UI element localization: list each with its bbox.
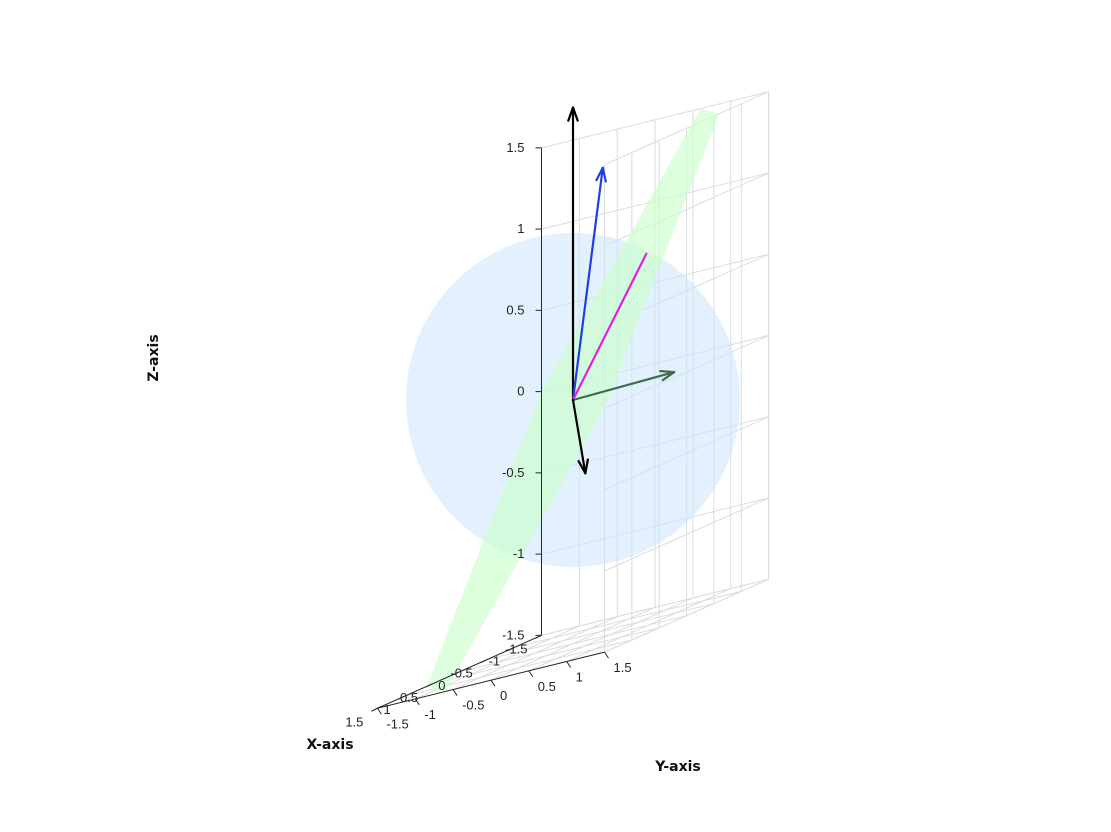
grid-line [566, 588, 731, 662]
x-tick-mark [480, 659, 488, 664]
vector-5 [571, 398, 590, 475]
x-tick-mark [453, 671, 460, 676]
x-tick-label: 1.5 [345, 714, 363, 729]
x-tick-label: -0.5 [450, 666, 472, 681]
z-tick-label: -1 [513, 546, 525, 561]
grid-line [541, 91, 769, 149]
x-tick-label: 0 [438, 678, 445, 693]
vector-shaft [571, 166, 604, 402]
z-tick-label: 1 [517, 221, 524, 236]
grid-line [490, 606, 656, 681]
y-tick-mark [604, 651, 609, 659]
vector-1 [566, 106, 580, 402]
x-tick-mark [507, 647, 515, 651]
grid-line [604, 497, 769, 572]
z-tick-label: 0.5 [506, 302, 524, 317]
x-tick-label: 1 [384, 702, 391, 717]
z-tick-label: -1.5 [502, 627, 524, 642]
label-layer: -1.5-1-0.500.511.5-1.5-1-0.500.511.5 -1.5… [345, 140, 631, 731]
vector-3 [571, 252, 648, 402]
x-tick-mark [398, 695, 405, 700]
vector-arrowhead [577, 458, 590, 475]
y-tick-label: 0.5 [538, 679, 556, 694]
y-tick-label: 1.5 [614, 660, 632, 675]
x-tick-mark [371, 707, 378, 712]
y-tick-label: -1.5 [386, 716, 408, 731]
y-tick-mark [566, 661, 572, 668]
z-axis-label: Z-axis [146, 334, 162, 381]
y-tick-mark [414, 698, 420, 706]
vector-arrowhead [595, 166, 608, 183]
grid-line [604, 91, 769, 166]
x-tick-mark [425, 683, 433, 688]
y-tick-mark [452, 689, 458, 696]
y-tick-label: -0.5 [462, 698, 484, 713]
vector-arrowhead [566, 106, 580, 122]
vector-2 [571, 166, 608, 402]
y-tick-label: 1 [576, 670, 583, 685]
x-tick-label: -1 [489, 654, 501, 669]
y-tick-label: 0 [500, 688, 507, 703]
y-tick-mark [490, 679, 496, 687]
y-tick-mark [528, 670, 534, 678]
vector-shaft [571, 371, 676, 402]
grid-line [604, 578, 769, 653]
grid-line [452, 616, 618, 691]
vector-shaft [571, 252, 648, 402]
vector-arrowhead [659, 369, 676, 382]
x-tick-mark [535, 634, 542, 639]
x-axis-label: X-axis [306, 737, 353, 753]
grid-line [528, 597, 694, 672]
y-axis-label: Y-axis [654, 759, 701, 775]
vector-4 [571, 369, 676, 402]
axes-layer [371, 147, 609, 715]
vector-shaft [571, 398, 587, 475]
x-tick-label: -1.5 [505, 641, 527, 656]
y-tick-label: -1 [424, 707, 436, 722]
z-tick-label: 1.5 [506, 140, 524, 155]
z-tick-label: -0.5 [502, 465, 524, 480]
z-tick-label: 0 [517, 384, 524, 399]
y-tick-mark [376, 707, 382, 715]
vector-layer [566, 106, 676, 475]
x-tick-label: 0.5 [400, 690, 418, 705]
